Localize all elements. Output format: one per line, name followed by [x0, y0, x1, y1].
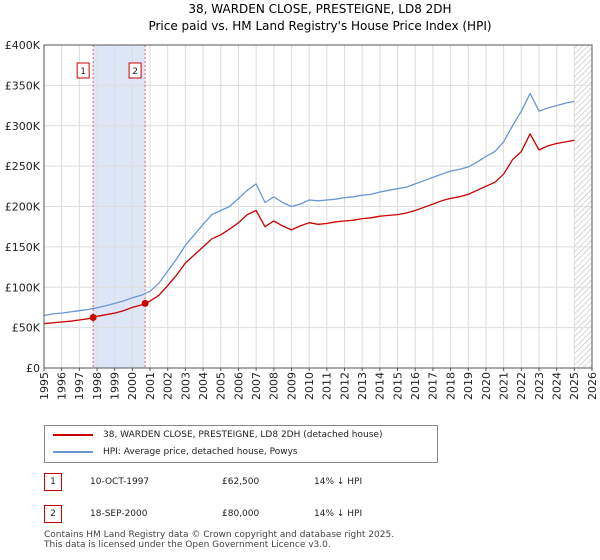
x-tick-label: 2024	[550, 372, 563, 400]
x-tick-label: 2006	[232, 372, 245, 400]
series-line-hpi	[43, 92, 575, 317]
sale-date: 10-OCT-1997	[90, 477, 150, 487]
sale-row-2: 2 18-SEP-2000 £80,000 14% ↓ HPI	[44, 504, 362, 524]
legend-label-property: 38, WARDEN CLOSE, PRESTEIGNE, LD8 2DH (d…	[103, 430, 383, 440]
x-tick-label: 2014	[374, 372, 387, 400]
y-tick-label: £150K	[5, 241, 41, 254]
footer-note: Contains HM Land Registry data © Crown c…	[44, 530, 394, 550]
x-tick-label: 1996	[56, 372, 69, 400]
x-tick-label: 2005	[215, 372, 228, 400]
x-tick-label: 1995	[38, 372, 51, 400]
sale-price: £62,500	[222, 477, 260, 487]
chart-title-line1: 38, WARDEN CLOSE, PRESTEIGNE, LD8 2DH	[188, 2, 451, 16]
sale-hpi-diff: 14% ↓ HPI	[314, 509, 363, 519]
y-tick-label: £50K	[12, 322, 41, 335]
sale-row-1: 1 10-OCT-1997 £62,500 14% ↓ HPI	[44, 472, 362, 492]
x-tick-label: 2023	[533, 372, 546, 400]
sale-marker-badge: 2	[44, 505, 62, 523]
y-tick-label: £300K	[5, 120, 41, 133]
x-tick-label: 2002	[162, 372, 175, 400]
sale-point	[141, 299, 149, 307]
x-tick-label: 2026	[586, 372, 599, 400]
legend-swatch-property	[53, 433, 93, 436]
x-tick-label: 2020	[480, 372, 493, 400]
x-tick-label: 2004	[197, 372, 210, 400]
x-tick-label: 2021	[497, 372, 510, 400]
x-tick-label: 2010	[303, 372, 316, 400]
sale-point	[89, 314, 97, 322]
x-tick-label: 2025	[568, 372, 581, 400]
x-tick-label: 2011	[321, 372, 334, 400]
x-tick-label: 2012	[338, 372, 351, 400]
x-tick-label: 2003	[179, 372, 192, 400]
x-tick-label: 2008	[268, 372, 281, 400]
sale-marker-label: 1	[80, 67, 86, 77]
chart-canvas: 38, WARDEN CLOSE, PRESTEIGNE, LD8 2DH Pr…	[5, 2, 599, 400]
x-tick-label: 1999	[109, 372, 122, 400]
x-tick-label: 2009	[285, 372, 298, 400]
x-tick-label: 2017	[427, 372, 440, 400]
x-tick-label: 2016	[409, 372, 422, 400]
sale-price: £80,000	[222, 509, 260, 519]
x-tick-label: 2018	[444, 372, 457, 400]
y-tick-label: £350K	[5, 79, 41, 92]
sale-hpi-diff: 14% ↓ HPI	[314, 477, 363, 487]
sale-marker-badge: 1	[44, 473, 62, 491]
footer-line1: Contains HM Land Registry data © Crown c…	[44, 530, 395, 540]
x-tick-label: 2007	[250, 372, 263, 400]
sale-marker-box	[76, 62, 90, 79]
x-tick-label: 2022	[515, 372, 528, 400]
footer-line2: This data is licensed under the Open Gov…	[44, 540, 331, 550]
y-tick-label: £0	[26, 362, 40, 375]
sale-date: 18-SEP-2000	[90, 509, 148, 519]
sale-marker-label: 2	[132, 67, 138, 77]
x-tick-label: 1997	[73, 372, 86, 400]
x-tick-label: 2015	[391, 372, 404, 400]
chart-title-line2: Price paid vs. HM Land Registry's House …	[148, 19, 491, 33]
plot-frame	[43, 44, 593, 369]
legend-label-hpi: HPI: Average price, detached house, Powy…	[103, 447, 298, 457]
y-tick-label: £100K	[5, 281, 41, 294]
x-tick-label: 1998	[91, 372, 104, 400]
legend-swatch-hpi	[53, 450, 93, 453]
chart-legend: 38, WARDEN CLOSE, PRESTEIGNE, LD8 2DH (d…	[44, 425, 438, 463]
series-line-property	[43, 133, 575, 325]
legend-item-property: 38, WARDEN CLOSE, PRESTEIGNE, LD8 2DH (d…	[53, 427, 382, 443]
legend-item-hpi: HPI: Average price, detached house, Powy…	[53, 444, 298, 460]
y-tick-label: £400K	[5, 39, 41, 52]
x-tick-label: 2019	[462, 372, 475, 400]
y-tick-label: £200K	[5, 201, 41, 214]
y-tick-label: £250K	[5, 160, 41, 173]
sale-marker-box	[128, 62, 142, 79]
x-tick-label: 2013	[356, 372, 369, 400]
x-tick-label: 2001	[144, 372, 157, 400]
x-tick-label: 2000	[126, 372, 139, 400]
